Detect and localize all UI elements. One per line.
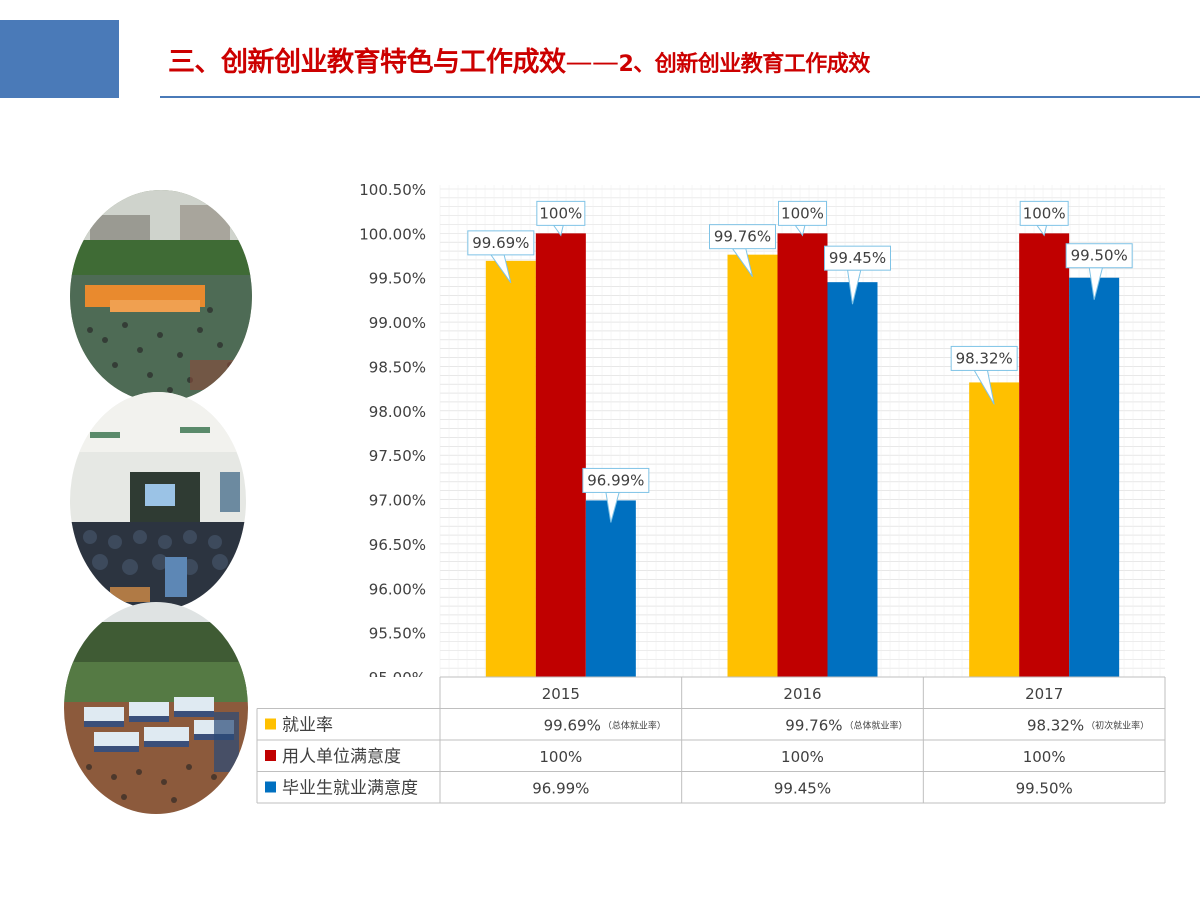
corner-accent-block <box>0 20 119 98</box>
data-label: 99.76% <box>714 228 771 246</box>
photo-job-fair-crowd <box>70 190 252 402</box>
bar <box>585 500 636 677</box>
chart-container: 95.00%95.50%96.00%96.50%97.00%97.50%98.0… <box>240 175 1170 835</box>
y-tick-label: 95.50% <box>369 625 426 643</box>
data-label: 100% <box>1023 204 1066 222</box>
bar <box>727 254 778 677</box>
table-cell: 96.99% <box>532 780 589 798</box>
data-label: 96.99% <box>587 471 644 489</box>
legend-label: 用人单位满意度 <box>282 747 401 767</box>
data-label: 100% <box>781 204 824 222</box>
bar <box>535 233 586 677</box>
bar <box>1019 233 1070 677</box>
table-cell-note: （初次就业率） <box>1086 720 1149 732</box>
y-tick-label: 99.50% <box>369 270 426 288</box>
legend-label: 毕业生就业满意度 <box>282 779 418 799</box>
table-cell-note: （总体就业率） <box>845 720 908 732</box>
y-tick-label: 98.00% <box>369 403 426 421</box>
table-cell: 99.76% <box>785 717 842 735</box>
y-tick-label: 96.00% <box>369 580 426 598</box>
bar <box>827 282 878 677</box>
data-label: 99.50% <box>1071 247 1128 265</box>
x-tick-label: 2015 <box>542 685 580 703</box>
y-tick-label: 100.00% <box>359 225 426 243</box>
data-label-box <box>709 224 776 250</box>
y-tick-label: 98.50% <box>369 358 426 376</box>
data-label: 99.69% <box>472 234 529 252</box>
table-cell: 99.50% <box>1016 780 1073 798</box>
y-tick-label: 99.00% <box>369 314 426 332</box>
data-label-box <box>467 230 535 256</box>
table-cell: 100% <box>1023 748 1066 766</box>
data-label-box <box>950 345 1018 371</box>
data-label-box <box>1019 200 1069 226</box>
y-tick-label: 97.00% <box>369 492 426 510</box>
legend-swatch <box>265 718 276 730</box>
bar-chart: 95.00%95.50%96.00%96.50%97.00%97.50%98.0… <box>256 181 1166 804</box>
table-cell: 99.69% <box>544 717 601 735</box>
data-label: 99.45% <box>829 249 886 267</box>
title-main: 三、创新创业教育特色与工作成效 <box>168 47 566 78</box>
bar <box>969 382 1020 677</box>
data-label: 98.32% <box>956 349 1013 367</box>
x-tick-label: 2017 <box>1025 685 1063 703</box>
data-label-box <box>582 467 650 493</box>
data-label-box <box>1065 243 1133 269</box>
bar <box>777 233 828 677</box>
title-separator: —— <box>565 47 620 78</box>
x-tick-label: 2016 <box>783 685 821 703</box>
table-cell: 100% <box>539 748 582 766</box>
title-underline <box>160 96 1200 98</box>
page-title: 三、创新创业教育特色与工作成效——2、创新创业教育工作成效 <box>168 40 870 79</box>
data-label-box <box>824 245 891 271</box>
title-sub: 2、创新创业教育工作成效 <box>618 52 871 77</box>
bar <box>485 260 536 677</box>
photo-outdoor-booths <box>64 602 248 814</box>
table-cell: 98.32% <box>1027 717 1084 735</box>
legend-swatch <box>265 781 276 793</box>
legend-label: 就业率 <box>282 716 333 736</box>
data-label: 100% <box>539 204 582 222</box>
table-cell: 100% <box>781 748 824 766</box>
data-label-box <box>536 200 586 226</box>
y-tick-label: 100.50% <box>359 181 426 199</box>
legend-swatch <box>265 750 276 761</box>
table-cell: 99.45% <box>774 780 831 798</box>
table-cell-note: （总体就业率） <box>603 720 666 732</box>
photo-lecture-hall <box>70 392 246 610</box>
y-tick-label: 96.50% <box>369 536 426 554</box>
y-tick-label: 97.50% <box>369 447 426 465</box>
data-label-box <box>778 200 827 226</box>
bar <box>1069 277 1120 677</box>
